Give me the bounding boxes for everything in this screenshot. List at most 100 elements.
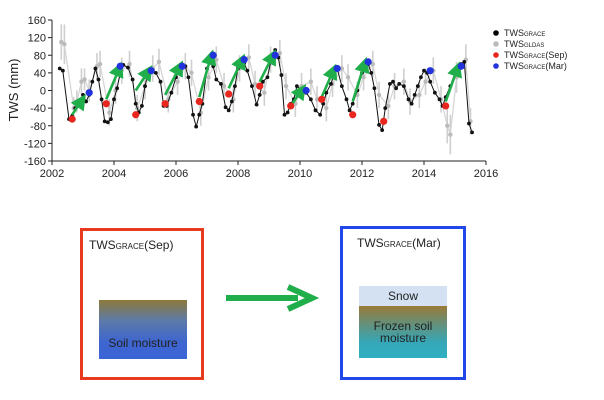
mar-point: [116, 62, 124, 70]
snow-label: Snow: [387, 289, 419, 303]
september-box: TWSGRACE(Sep) Soil moisture: [80, 228, 204, 380]
grace-point: [406, 97, 411, 102]
mar-point: [147, 67, 155, 75]
transition-arrow: [226, 284, 320, 312]
grace-point: [233, 84, 237, 88]
grace-point: [344, 97, 349, 102]
y-tick-label: 160: [28, 15, 46, 27]
grace-point: [81, 93, 85, 97]
legend-marker: [493, 41, 499, 47]
grace-point: [109, 117, 113, 122]
frozen-soil-layer: Frozen soil moisture: [359, 306, 447, 358]
x-tick-label: 2002: [40, 168, 64, 180]
y-tick-label: 120: [28, 33, 46, 45]
sep-point: [195, 97, 203, 106]
seasonal-arrow: [351, 56, 370, 102]
y-axis-label: TWS (mm): [6, 59, 21, 122]
gldas-point: [246, 55, 252, 60]
grace-point: [279, 73, 284, 77]
grace-point: [339, 84, 344, 88]
x-tick-label: 2006: [164, 168, 188, 180]
grace-point: [432, 90, 437, 95]
x-tick-label: 2008: [226, 168, 250, 180]
grace-point: [377, 122, 381, 127]
grace-point: [428, 79, 433, 84]
gldas-point: [339, 66, 345, 71]
grace-point: [169, 90, 174, 95]
mar-point: [302, 86, 310, 95]
seasonal-arrow: [258, 49, 276, 83]
grace-point: [115, 86, 119, 91]
y-tick-label: -80: [30, 121, 46, 133]
grace-point: [318, 112, 323, 117]
gldas-point: [82, 77, 87, 82]
plot-area: [57, 24, 474, 155]
grace-point: [186, 75, 191, 80]
grace-point: [415, 84, 420, 88]
sep-point: [442, 102, 450, 110]
gldas-point: [299, 83, 304, 89]
grace-point: [470, 130, 474, 135]
grace-point: [350, 101, 355, 106]
x-tick-label: 2004: [102, 168, 126, 180]
grace-point: [308, 97, 313, 102]
legend-label: TWSGLDAS: [504, 39, 544, 49]
sep-point: [225, 90, 233, 98]
gldas-point: [417, 92, 422, 98]
grace-point: [369, 70, 374, 75]
gldas-point: [127, 61, 132, 67]
x-tick-label: 2010: [288, 168, 312, 180]
mar-point: [240, 56, 248, 64]
grace-point: [347, 108, 352, 113]
seasonal-arrow: [198, 49, 217, 98]
sep-point: [349, 111, 357, 119]
grace-point: [214, 77, 219, 82]
legend-label: TWSGRACE(Mar): [504, 61, 567, 71]
gldas-point: [401, 79, 407, 84]
gldas-point: [206, 75, 211, 80]
soil-moisture-layer: Soil moisture: [99, 300, 187, 359]
seasonal-arrow: [134, 65, 153, 92]
gldas-point: [445, 123, 450, 128]
frozen-soil-label-line1: Frozen soil: [373, 319, 433, 333]
gldas-point: [386, 103, 391, 109]
grace-point: [143, 84, 147, 88]
grace-point: [380, 128, 385, 133]
y-tick-label: 0: [40, 86, 46, 98]
grace-point: [329, 81, 333, 86]
grace-point: [412, 93, 417, 97]
grace-point: [388, 81, 392, 86]
grace-point: [245, 68, 250, 73]
gldas-point: [324, 105, 329, 111]
gldas-point: [156, 59, 162, 65]
gldas-point: [79, 79, 84, 84]
sep-point: [68, 115, 76, 123]
y-tick-label: -40: [30, 103, 46, 115]
grace-point: [467, 121, 471, 126]
gldas-point: [221, 83, 227, 89]
grace-point: [223, 105, 228, 110]
mar-box-title: TWSGRACE(Mar): [357, 236, 441, 250]
grace-point: [313, 108, 318, 113]
grace-point: [401, 84, 406, 88]
gldas-point: [376, 92, 382, 98]
grace-point: [191, 112, 195, 117]
gldas-point: [175, 79, 180, 84]
gldas-point: [423, 79, 428, 84]
sep-point: [102, 100, 110, 108]
grace-point: [229, 99, 234, 104]
grace-point: [273, 48, 278, 52]
gldas-point: [189, 70, 194, 76]
gldas-point: [59, 39, 64, 45]
x-tick-label: 2012: [350, 168, 374, 180]
gldas-point: [262, 90, 267, 95]
seasonal-arrow: [105, 61, 124, 100]
grace-point: [93, 66, 98, 71]
snow-layer: Snow: [359, 286, 447, 306]
y-tick-label: 80: [34, 50, 46, 62]
x-tick-label: 2014: [412, 168, 436, 180]
grace-point: [130, 77, 135, 82]
legend-marker: [493, 63, 499, 69]
